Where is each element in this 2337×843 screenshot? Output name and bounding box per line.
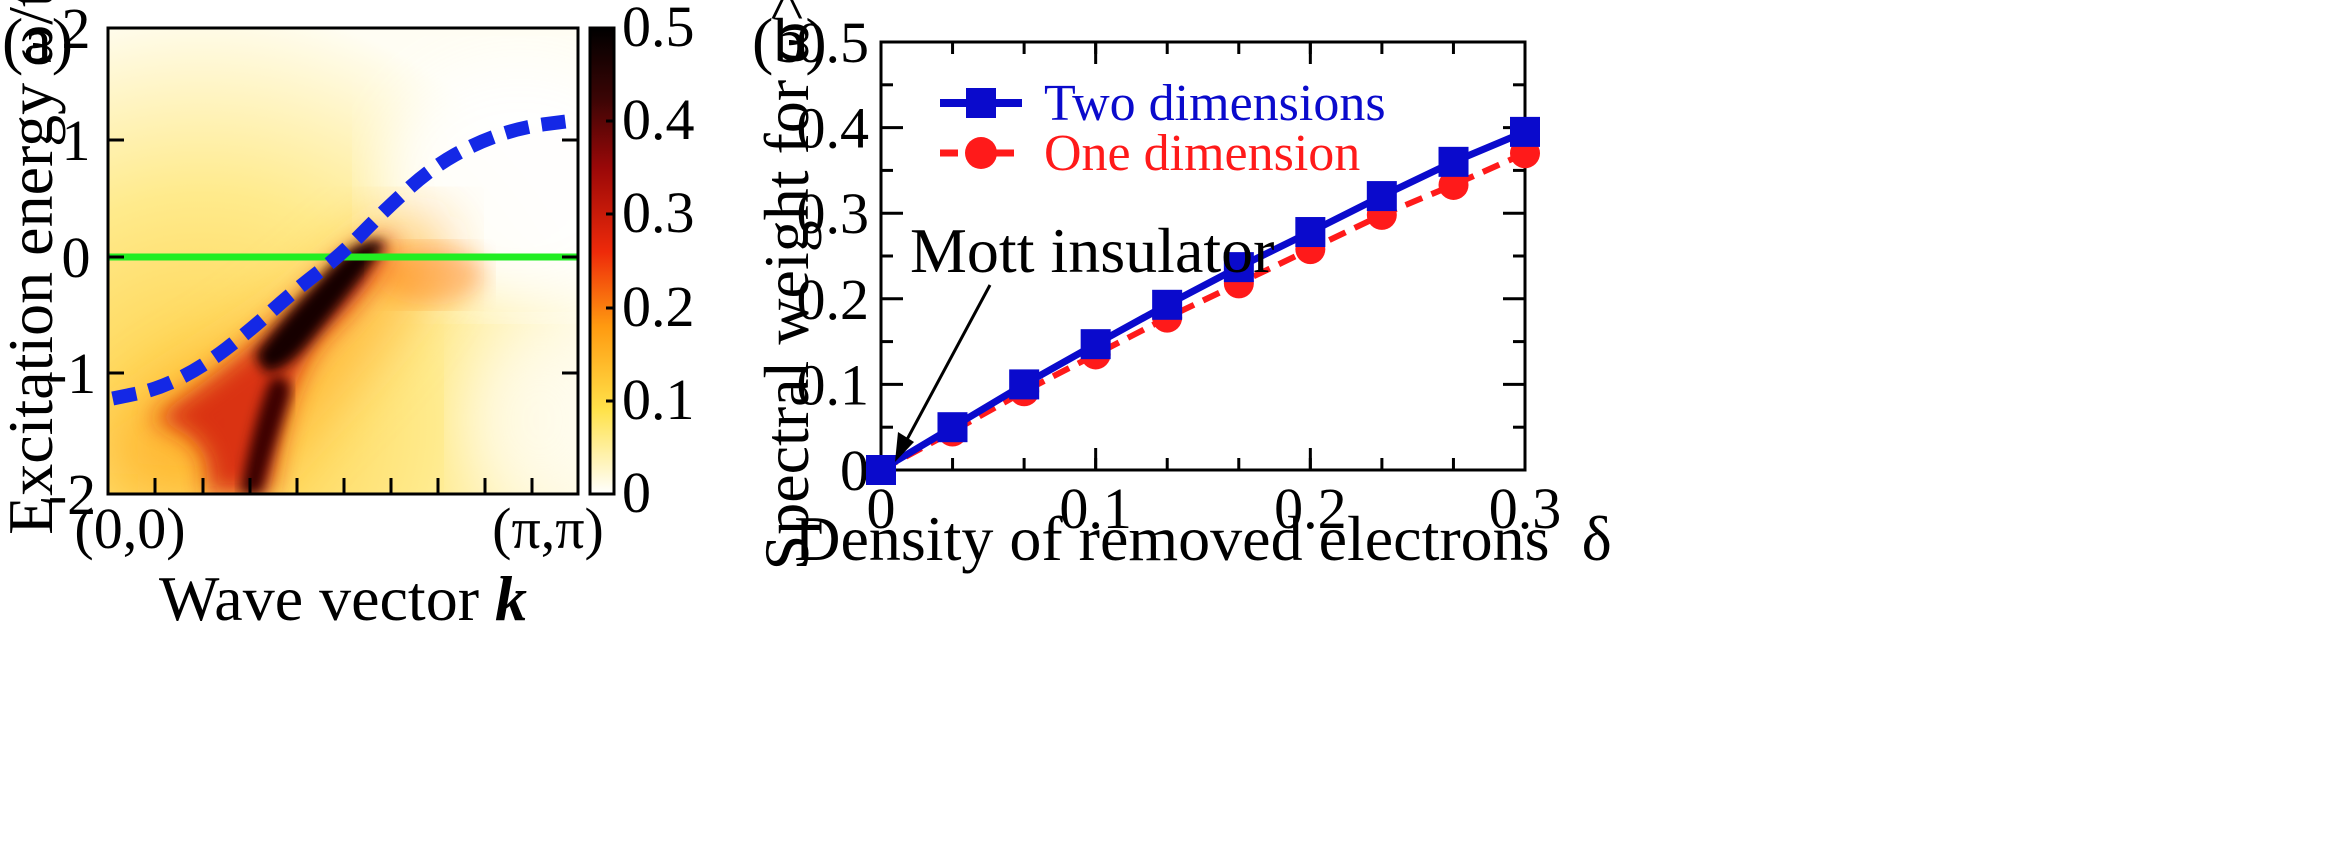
colorbar-tick-label: 0.2	[622, 274, 695, 339]
colorbar-tick-label: 0.5	[622, 0, 695, 59]
panel-a-x-ticks	[153, 478, 534, 494]
y-tick-label: -2	[48, 462, 96, 527]
legend-marker-square	[966, 88, 996, 118]
legend-label-one-d: One dimension	[1044, 125, 1360, 182]
y-tick-label: 0.4	[797, 96, 870, 161]
legend: Two dimensions One dimension	[940, 75, 1386, 182]
colorbar-ticks	[606, 119, 614, 403]
annotation-arrow-head	[895, 432, 914, 462]
panel-b-tick-labels: 0 0.1 0.2 0.3 0 0.1 0.2 0.3 0.4 0.5	[797, 10, 1562, 541]
colorbar-tick-labels: 0 0.1 0.2 0.3 0.4 0.5	[622, 0, 695, 525]
data-point-two-dimensions	[1510, 116, 1540, 147]
series-line-one-dimension	[879, 150, 1527, 473]
panel-a: (a)	[0, 0, 695, 634]
y-tick-label: 2	[62, 0, 91, 61]
data-point-two-dimensions	[937, 412, 968, 443]
panel-b-label: (b)	[752, 5, 827, 76]
x-tick-label-start: (0,0)	[74, 496, 185, 561]
data-point-two-dimensions	[1295, 217, 1326, 248]
y-tick-label: 0	[840, 438, 869, 503]
y-tick-label: 0	[62, 225, 91, 290]
panel-a-y-tick-labels: 2 1 0 -1 -2	[48, 0, 96, 527]
series-line-two-dimensions	[879, 128, 1527, 474]
panel-b-series	[866, 116, 1540, 485]
heatmap-image	[108, 28, 578, 494]
x-tick-label: 0.1	[1059, 476, 1132, 541]
panel-b-x-label: Density of removed electrons δ	[794, 503, 1611, 574]
mott-insulator-annotation: Mott insulator	[910, 215, 1274, 286]
colorbar-tick-label: 0.3	[622, 180, 695, 245]
data-point-two-dimensions	[866, 455, 896, 485]
colorbar-tick-label: 0.1	[622, 367, 695, 432]
data-point-two-dimensions	[1009, 369, 1040, 400]
y-tick-label: 1	[62, 108, 91, 173]
x-tick-label: 0.3	[1489, 476, 1562, 541]
panel-a-x-label: Wave vector k	[159, 563, 527, 634]
panel-a-label: (a)	[2, 5, 73, 76]
dispersion-curve	[111, 114, 571, 406]
data-point-two-dimensions	[1223, 252, 1254, 283]
panel-b-y-label: Spectral weight for ω>0	[751, 0, 822, 570]
y-tick-label: -1	[48, 341, 96, 406]
legend-label-two-d: Two dimensions	[1044, 75, 1386, 132]
x-tick-label-end: (π,π)	[492, 496, 604, 561]
y-tick-label: 0.1	[797, 352, 870, 417]
panel-a-y-label: Excitation energy ω/t	[0, 0, 66, 535]
panel-b: (b) 0 0.1 0.2 0.3 0 0.1 0.2 0.3 0.4 0.5 Density o…	[751, 0, 1612, 574]
y-tick-label: 0.3	[797, 181, 870, 246]
data-point-one-dimension	[1438, 169, 1469, 200]
colorbar-tick-label: 0.4	[622, 87, 695, 152]
panel-a-y-ticks	[108, 26, 578, 496]
x-tick-label: 0	[867, 476, 896, 541]
x-tick-label: 0.2	[1274, 476, 1347, 541]
data-point-two-dimensions	[1080, 329, 1111, 360]
y-tick-label: 0.2	[797, 267, 870, 332]
data-point-two-dimensions	[1438, 146, 1469, 177]
colorbar	[588, 26, 616, 496]
data-point-two-dimensions	[1366, 181, 1397, 212]
annotation-arrow-shaft	[901, 284, 992, 448]
data-point-two-dimensions	[1152, 289, 1183, 320]
y-tick-label: 0.5	[797, 10, 870, 75]
colorbar-tick-label: 0	[622, 460, 651, 525]
legend-marker-circle	[965, 137, 997, 169]
